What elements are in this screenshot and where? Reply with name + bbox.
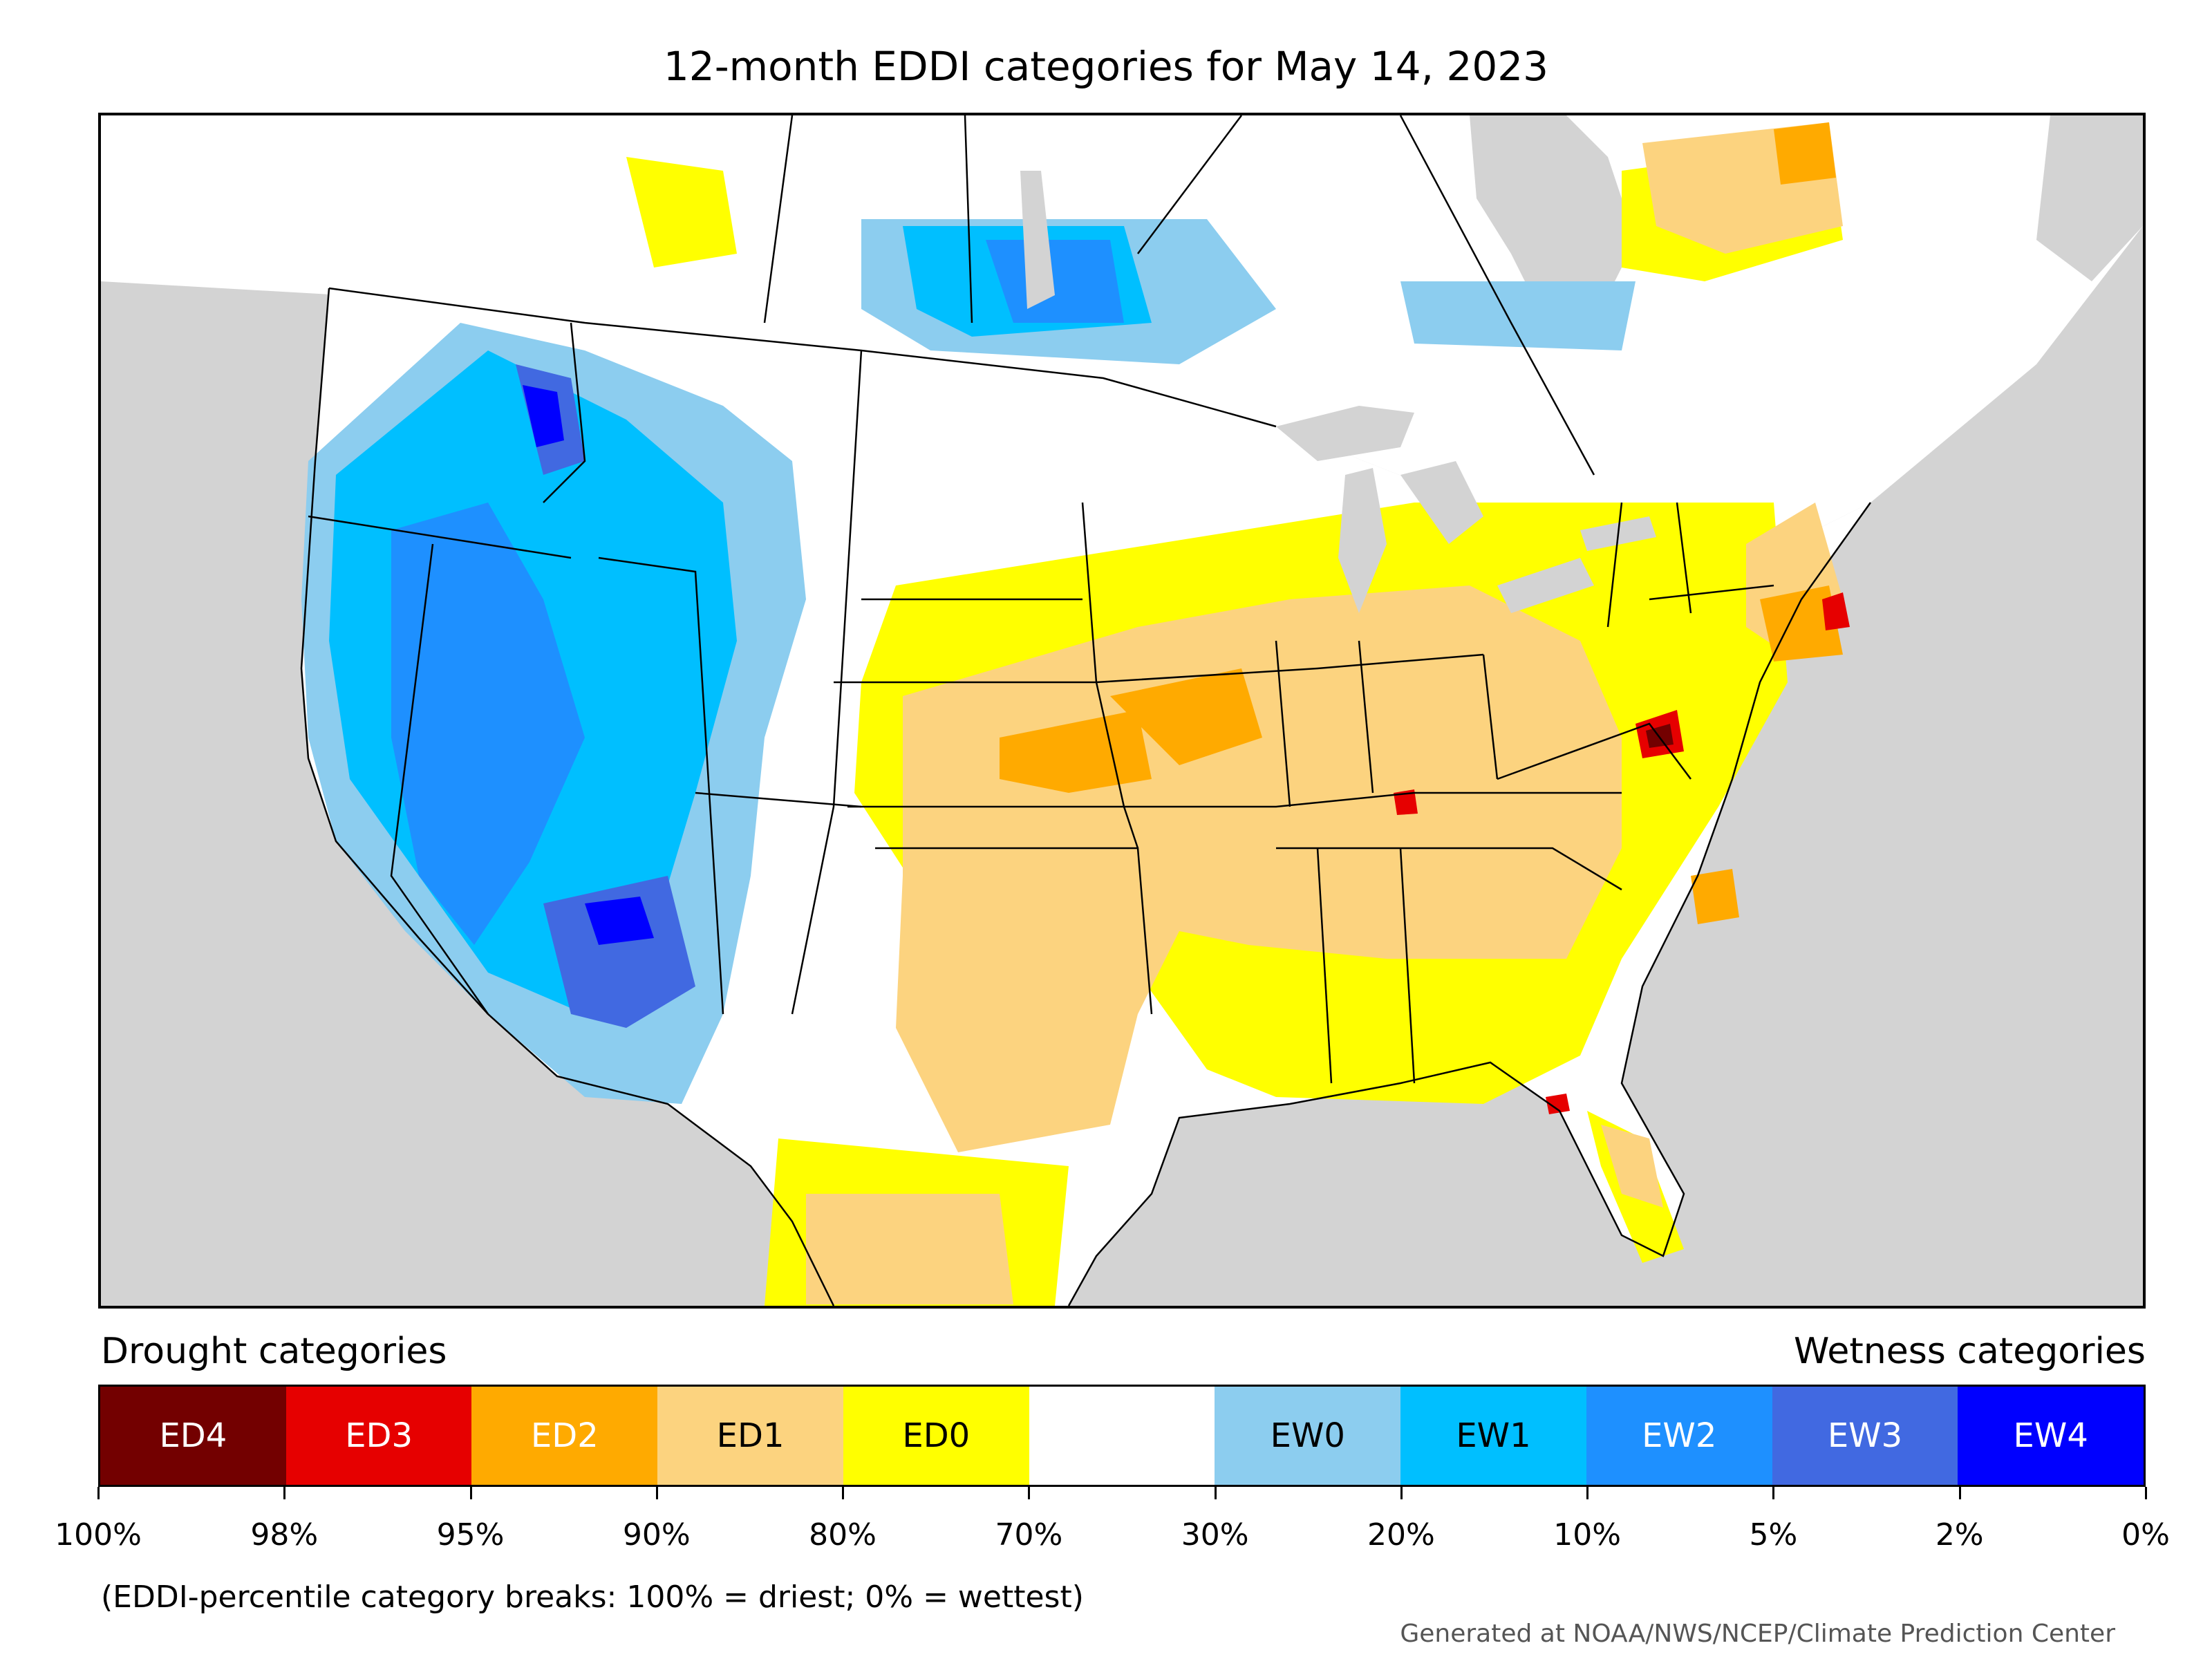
colorbar-tick-mark — [1772, 1487, 1775, 1499]
colorbar-tick-label: 90% — [622, 1517, 691, 1553]
drought-categories-label: Drought categories — [101, 1331, 447, 1372]
eddi-map — [98, 113, 2146, 1309]
credit-text: Generated at NOAA/NWS/NCEP/Climate Predi… — [1400, 1620, 2115, 1648]
colorbar-cell: EW3 — [1772, 1387, 1958, 1485]
coastline — [300, 288, 1872, 1306]
colorbar-tick-label: 0% — [2121, 1517, 2170, 1553]
colorbar-cell: ED3 — [285, 1387, 472, 1485]
colorbar-tick-mark — [469, 1487, 472, 1499]
colorbar-cell: ED1 — [657, 1387, 843, 1485]
colorbar-tick-mark — [1400, 1487, 1403, 1499]
colorbar-tick-mark — [2145, 1487, 2147, 1499]
colorbar-cell: EW4 — [1958, 1387, 2144, 1485]
colorbar-tick-label: 10% — [1553, 1517, 1622, 1553]
colorbar-tick-label: 70% — [995, 1517, 1063, 1553]
colorbar-ticks: 100% 98% 95% 90% 80% 70% 30% 20% 10% 5% 2% 0% — [55, 1487, 2170, 1553]
colorbar-tick-label: 95% — [436, 1517, 505, 1553]
boundary-lines — [308, 115, 1774, 1084]
map-title: 12-month EDDI categories for May 14, 202… — [663, 43, 1549, 90]
colorbar-cell — [1029, 1387, 1215, 1485]
colorbar-tick-mark — [1958, 1487, 1961, 1499]
ew-regions — [301, 219, 1635, 1104]
colorbar-tick-label: 100% — [55, 1517, 142, 1553]
colorbar-tick-mark — [283, 1487, 286, 1499]
colorbar-cell: EW2 — [1586, 1387, 1772, 1485]
category-colorbar: ED4 ED3 ED2 ED1 ED0 EW0 EW1 EW2 EW3 EW4 — [98, 1385, 2146, 1487]
ed2-regions — [1000, 122, 1843, 924]
colorbar-tick-label: 80% — [809, 1517, 877, 1553]
colorbar-tick-label: 5% — [1749, 1517, 1798, 1553]
colorbar-tick-mark — [97, 1487, 100, 1499]
colorbar-tick-label: 2% — [1935, 1517, 1984, 1553]
category-breaks-note: (EDDI-percentile category breaks: 100% =… — [101, 1580, 1084, 1615]
ed3-ed4-spots — [1394, 592, 1850, 1114]
colorbar-cell: ED4 — [100, 1387, 286, 1485]
colorbar-cell: EW1 — [1400, 1387, 1586, 1485]
colorbar-tick-label: 20% — [1367, 1517, 1435, 1553]
colorbar-cell: ED0 — [843, 1387, 1029, 1485]
colorbar-tick-label: 98% — [250, 1517, 319, 1553]
wetness-categories-label: Wetness categories — [1794, 1331, 2146, 1372]
colorbar-tick-mark — [1214, 1487, 1217, 1499]
colorbar-tick-mark — [1028, 1487, 1031, 1499]
water-features — [1020, 171, 1656, 613]
colorbar-cell: EW0 — [1215, 1387, 1401, 1485]
colorbar-tick-mark — [1586, 1487, 1589, 1499]
colorbar-cell: ED2 — [471, 1387, 658, 1485]
colorbar-tick-mark — [655, 1487, 658, 1499]
colorbar-tick-mark — [842, 1487, 845, 1499]
colorbar-tick-label: 30% — [1181, 1517, 1249, 1553]
